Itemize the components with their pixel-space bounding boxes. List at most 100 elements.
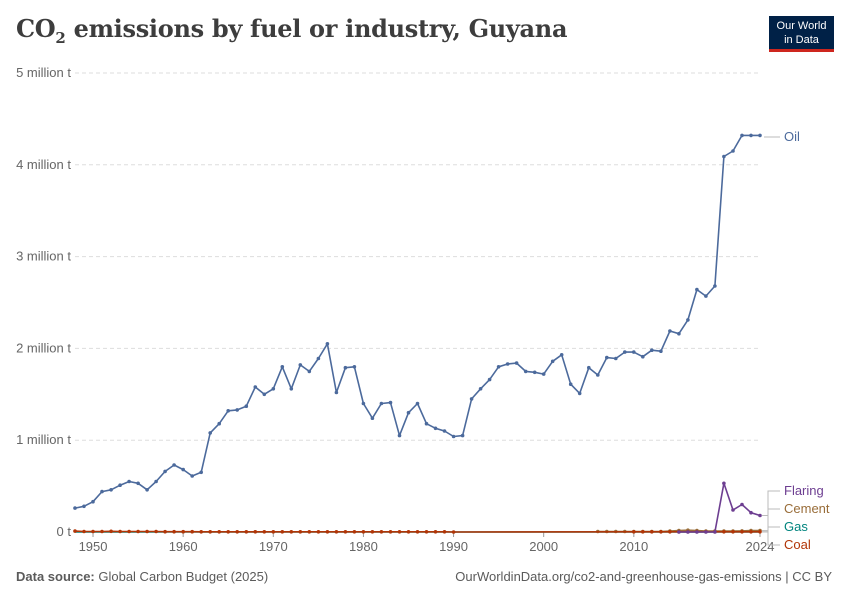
data-point-coal: [208, 530, 212, 534]
data-point-oil: [235, 408, 239, 412]
footer-link[interactable]: OurWorldinData.org/co2-and-greenhouse-ga…: [455, 569, 832, 584]
x-tick-label: 1970: [259, 539, 288, 554]
data-point-coal: [379, 530, 384, 534]
data-point-oil: [550, 359, 555, 364]
data-point-coal: [316, 530, 321, 534]
data-source-label: Data source:: [16, 569, 95, 584]
data-point-coal: [100, 529, 104, 534]
data-point-oil: [487, 377, 492, 382]
data-point-oil: [758, 133, 762, 138]
legend-label-cement: Cement: [784, 501, 830, 516]
y-tick-label: 0 t: [57, 524, 72, 539]
data-point-coal: [406, 530, 411, 534]
data-point-oil: [379, 401, 384, 406]
data-point-oil: [713, 284, 717, 288]
legend-leader-gas: [762, 526, 780, 533]
data-point-oil: [740, 133, 744, 138]
data-point-coal: [244, 530, 249, 534]
data-point-oil: [514, 361, 519, 365]
data-point-oil: [253, 385, 258, 389]
y-tick-label: 4 million t: [16, 157, 71, 172]
data-point-coal: [262, 530, 267, 534]
data-point-coal: [307, 530, 312, 534]
data-point-coal: [433, 530, 438, 534]
data-point-coal: [397, 530, 402, 534]
data-point-flaring: [713, 530, 717, 534]
data-point-oil: [163, 469, 167, 474]
data-point-oil: [172, 463, 176, 467]
data-point-coal: [298, 530, 303, 534]
data-point-coal: [424, 530, 429, 534]
data-point-oil: [704, 294, 708, 298]
data-point-oil: [280, 365, 285, 369]
data-point-coal: [343, 530, 348, 534]
data-point-oil: [523, 369, 528, 374]
data-point-flaring: [731, 508, 735, 512]
data-point-oil: [650, 348, 654, 353]
axis-layer: 0 t 1 million t 2 million t 3 million t 4 mi…: [16, 65, 774, 554]
data-point-flaring: [677, 530, 681, 534]
data-point-oil: [632, 350, 636, 354]
data-point-oil: [686, 318, 690, 322]
series-line-coal: [74, 530, 760, 533]
data-point-oil: [145, 488, 149, 492]
data-point-coal: [289, 530, 294, 534]
data-point-oil: [271, 387, 276, 391]
data-point-coal: [442, 530, 447, 534]
data-point-coal: [217, 530, 221, 534]
data-point-coal: [740, 530, 744, 534]
legend-leader-flaring: [762, 490, 780, 516]
data-point-oil: [505, 362, 510, 366]
series-layer: [73, 133, 762, 534]
data-point-flaring: [686, 530, 690, 534]
data-point-oil: [118, 483, 122, 488]
data-point-oil: [478, 387, 483, 391]
data-point-flaring: [749, 510, 753, 515]
data-point-coal: [415, 530, 420, 534]
legend-label-gas: Gas: [784, 519, 808, 534]
data-point-oil: [109, 488, 113, 492]
data-point-oil: [190, 474, 194, 478]
data-point-coal: [109, 529, 113, 534]
grid-layer: [75, 72, 760, 441]
data-point-oil: [199, 470, 203, 475]
data-point-coal: [352, 530, 357, 534]
x-tick-label: 1990: [439, 539, 468, 554]
data-point-coal: [370, 530, 375, 534]
chart-title: CO2 emissions by fuel or industry, Guyan…: [16, 14, 568, 47]
data-point-oil: [325, 342, 330, 346]
data-point-oil: [731, 149, 735, 153]
data-point-oil: [469, 397, 474, 401]
data-point-coal: [668, 530, 672, 534]
data-point-oil: [388, 400, 393, 405]
y-tick-label: 5 million t: [16, 65, 71, 80]
data-point-oil: [424, 421, 429, 426]
data-point-oil: [262, 392, 267, 397]
data-point-oil: [181, 467, 185, 472]
legend-leader-coal: [762, 531, 780, 546]
data-point-coal: [235, 530, 239, 534]
data-point-oil: [460, 433, 465, 438]
data-point-coal: [145, 529, 149, 534]
data-point-coal: [226, 530, 230, 534]
data-point-oil: [659, 349, 663, 354]
data-point-coal: [154, 529, 158, 534]
legend-leader-cement: [762, 508, 780, 532]
data-point-oil: [451, 434, 456, 439]
data-point-oil: [577, 391, 582, 396]
data-point-oil: [316, 356, 321, 361]
legend-label-coal: Coal: [784, 537, 811, 552]
data-point-coal: [199, 530, 203, 534]
data-point-flaring: [704, 530, 708, 534]
data-point-coal: [659, 530, 663, 534]
data-point-oil: [370, 416, 375, 421]
logo-line-1: Our World: [776, 20, 827, 32]
data-point-oil: [154, 479, 158, 484]
data-point-coal: [181, 529, 185, 534]
series-line-flaring: [678, 482, 761, 533]
x-tick-label: 1980: [349, 539, 378, 554]
x-tick-label: 2000: [529, 539, 558, 554]
data-point-oil: [559, 353, 564, 357]
owid-logo[interactable]: Our World in Data: [769, 16, 834, 52]
data-point-coal: [451, 530, 456, 534]
